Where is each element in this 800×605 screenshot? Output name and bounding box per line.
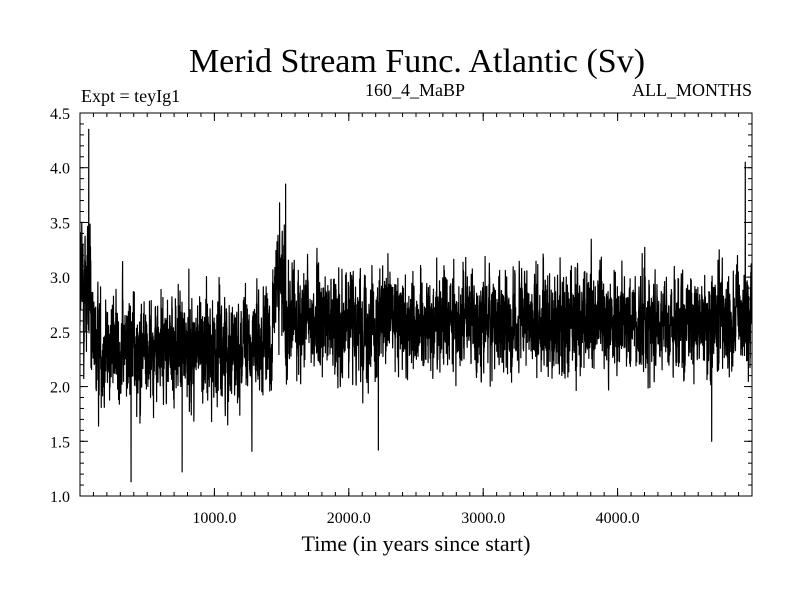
subtitle-center: 160_4_MaBP: [365, 80, 465, 100]
y-tick-label: 4.5: [50, 106, 70, 123]
subtitle-right: ALL_MONTHS: [632, 80, 752, 100]
plot-area: [80, 128, 752, 483]
x-tick-label: 4000.0: [596, 510, 640, 527]
series-line: [80, 128, 752, 483]
y-tick-label: 2.0: [50, 380, 70, 397]
y-tick-label: 4.0: [50, 161, 70, 178]
plot-frame: [79, 112, 753, 497]
y-tick-label: 1.0: [50, 489, 70, 506]
y-tick-label: 3.0: [50, 270, 70, 287]
chart-title: Merid Stream Func. Atlantic (Sv): [189, 43, 645, 80]
y-tick-label: 3.5: [50, 215, 70, 232]
x-tick-label: 2000.0: [327, 510, 371, 527]
x-tick-label: 3000.0: [461, 510, 505, 527]
subtitle-left: Expt = teyIg1: [81, 86, 180, 106]
x-tick-label: 1000.0: [192, 510, 236, 527]
y-tick-label: 2.5: [50, 325, 70, 342]
x-axis-label: Time (in years since start): [302, 531, 531, 556]
axes: 1.0 1.5 2.0 2.5 3.0 3.5 4.0 4.5 1000.0 2000.0 3000…: [50, 106, 752, 527]
y-tick-label: 1.5: [50, 434, 70, 451]
